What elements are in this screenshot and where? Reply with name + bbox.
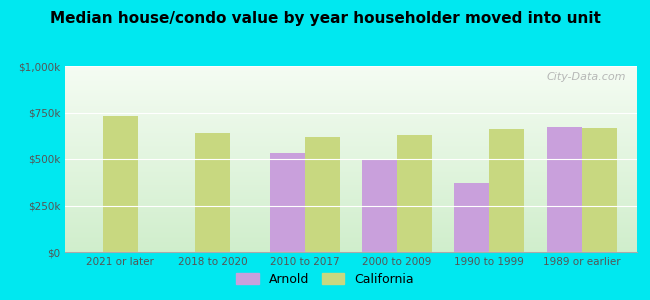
Bar: [582, 128, 617, 252]
Text: City-Data.com: City-Data.com: [546, 72, 625, 82]
Bar: [547, 128, 582, 252]
Bar: [270, 153, 305, 252]
Bar: [103, 116, 138, 252]
Bar: [454, 183, 489, 252]
Bar: [397, 135, 432, 252]
Text: Median house/condo value by year householder moved into unit: Median house/condo value by year househo…: [49, 11, 601, 26]
Bar: [489, 129, 525, 252]
Legend: Arnold, California: Arnold, California: [231, 268, 419, 291]
Bar: [305, 137, 340, 252]
Bar: [195, 133, 230, 252]
Bar: [362, 159, 397, 252]
